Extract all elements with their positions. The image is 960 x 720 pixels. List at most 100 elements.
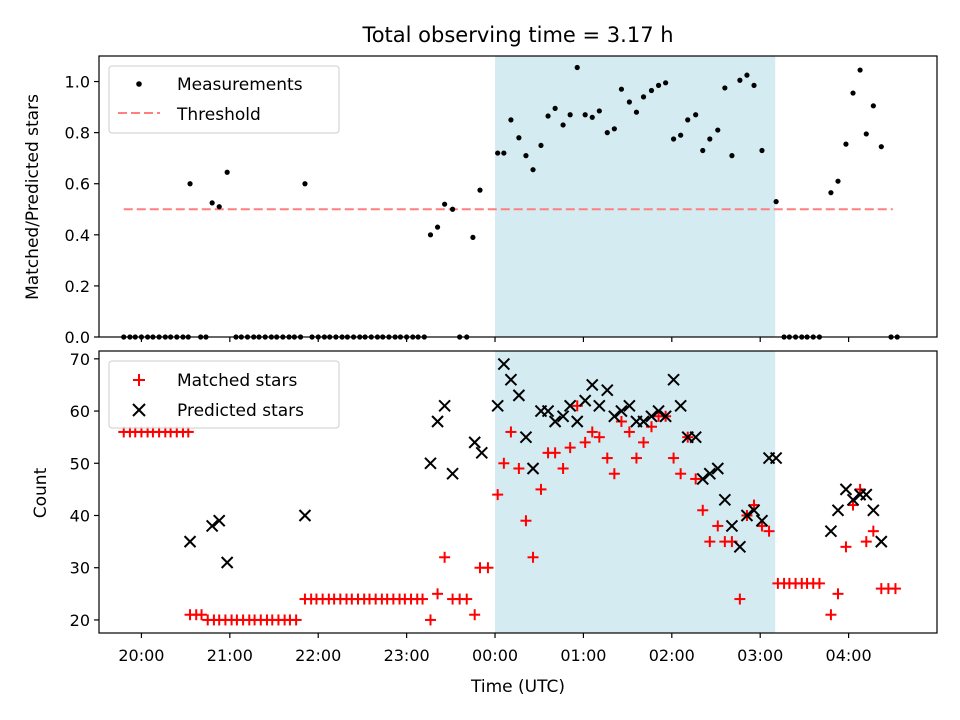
top-y-axis-ticks: 0.0 0.2 0.4 0.6 0.8 1.0 (65, 73, 99, 347)
predicted-star-point (497, 357, 511, 371)
y-tick-label: 0.6 (65, 175, 90, 194)
measurement-point (648, 87, 655, 94)
predicted-star-point (593, 399, 606, 413)
measurement-point (759, 147, 765, 154)
matched-star-point (601, 452, 613, 464)
measurement-point (552, 105, 558, 111)
x-tick-label: 23:00 (384, 646, 430, 665)
measurement-point (715, 127, 721, 133)
matched-star-point (469, 609, 481, 621)
measurement-point (670, 136, 677, 142)
predicted-star-point (733, 540, 747, 554)
predicted-star-point (711, 462, 724, 475)
measurement-point (878, 144, 884, 150)
predicted-star-point (601, 383, 614, 397)
matched-star-point (867, 525, 879, 537)
matched-star-point (704, 536, 716, 548)
matched-star-point (586, 426, 598, 438)
x-tick-label: 21:00 (207, 646, 253, 665)
predicted-star-point (512, 389, 526, 402)
bottom-legend: Matched stars Predicted stars (108, 360, 340, 429)
x-tick-label: 01:00 (560, 646, 606, 665)
measurement-point (773, 199, 779, 205)
measurement-point (863, 131, 869, 137)
top-legend-box (108, 65, 340, 134)
bottom-axes-frame (98, 350, 938, 634)
predicted-star-point (718, 493, 732, 507)
predicted-star-point (867, 504, 880, 517)
matched-star-point (825, 609, 837, 621)
predicted-star-point (839, 483, 853, 496)
predicted-star-point (846, 493, 860, 507)
matched-star-point (579, 436, 591, 448)
measurement-point (449, 206, 456, 212)
measurement-point (495, 150, 501, 156)
predicted-star-point (860, 488, 873, 501)
predicted-star-point (571, 415, 584, 428)
measurement-point (574, 64, 580, 71)
predicted-star-point (875, 535, 888, 548)
measurement-point (560, 122, 566, 128)
measurement-point (870, 103, 876, 109)
bottom-x-axis-ticks: 20:00 21:00 22:00 23:00 00:00 01:00 02:00 03:00… (118, 633, 872, 665)
matched-star-point (535, 483, 547, 495)
measurement-point (508, 117, 514, 123)
predicted-star-point (205, 519, 219, 533)
matched-star-point (748, 499, 760, 511)
predicted-star-point (578, 394, 592, 407)
y-tick-label: 60 (70, 402, 90, 421)
matched-star-point (615, 416, 627, 427)
predicted-stars-series (183, 357, 888, 569)
predicted-star-point (556, 410, 570, 423)
matched-star-point (690, 473, 702, 485)
matched-star-point (675, 468, 687, 480)
matched-star-point (756, 520, 768, 532)
measurement-point (302, 181, 308, 187)
predicted-star-point (831, 504, 845, 517)
predicted-star-point (298, 509, 312, 522)
matched-star-point (505, 426, 517, 438)
predicted-star-point (659, 410, 672, 423)
top-x-axis-ticks (140, 337, 850, 342)
figure-title: Total observing time = 3.17 h (361, 23, 673, 47)
matched-star-point (763, 525, 775, 537)
matched-star-point (638, 436, 650, 448)
predicted-star-point (696, 472, 709, 486)
matched-star-point (889, 583, 901, 595)
x-tick-label: 03:00 (737, 646, 783, 665)
measurement-point (722, 85, 728, 91)
matched-star-point (593, 431, 605, 443)
measurement-point (707, 136, 713, 142)
matched-star-point (630, 452, 642, 464)
predicted-star-point (491, 399, 504, 413)
measurement-point (678, 132, 684, 138)
predicted-star-point (586, 378, 599, 392)
predicted-star-point (468, 436, 481, 449)
measurement-point (501, 150, 507, 156)
predicted-star-point (519, 430, 533, 444)
predicted-star-point (824, 524, 838, 538)
measurement-point (516, 135, 522, 141)
matched-star-point (847, 499, 859, 511)
measurement-point (626, 99, 632, 105)
measurement-point (751, 82, 757, 88)
matched-stars-series (118, 400, 901, 626)
x-tick-label: 22:00 (295, 646, 341, 665)
legend-measurement-marker (136, 81, 142, 87)
measurement-point (655, 82, 662, 88)
measurement-point (477, 187, 483, 193)
predicted-star-point (769, 451, 783, 465)
bottom-panel: 20 30 40 50 60 70 20:00 21:00 22:00 23:00 00:00 01… (31, 350, 938, 697)
y-tick-label: 1.0 (65, 73, 90, 92)
predicted-star-point (183, 535, 197, 548)
predicted-star-point (213, 514, 226, 527)
measurement-point (700, 147, 706, 154)
x-tick-label: 20:00 (118, 646, 164, 665)
predicted-star-point (703, 467, 717, 480)
measurement-point (582, 112, 588, 118)
predicted-star-point (541, 404, 555, 418)
matched-star-point (520, 515, 532, 527)
bottom-y-axis-label: Count (31, 467, 51, 518)
measurement-point (729, 153, 735, 159)
